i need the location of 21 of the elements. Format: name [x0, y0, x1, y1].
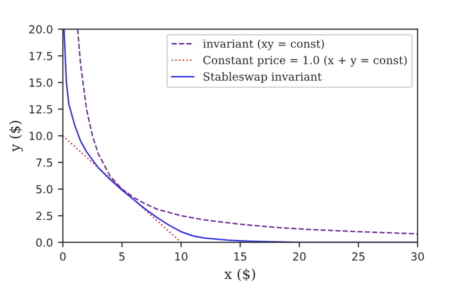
x-tick-label: 20: [293, 252, 306, 261]
x-tick-label: 30: [411, 252, 424, 261]
y-tick-label: 12.5: [30, 105, 52, 114]
y-tick-label: 10.0: [30, 132, 52, 140]
y-tick-label: 20.0: [29, 25, 52, 34]
x-tick-label: 15: [234, 252, 246, 261]
y-axis-title: y ($): [9, 120, 23, 152]
y-tick-label: 7.5: [36, 158, 52, 167]
y-tick-label: 0.0: [36, 238, 52, 247]
x-tick-label: 0: [60, 252, 66, 261]
x-tick-label: 25: [352, 252, 365, 261]
y-tick-label: 2.5: [36, 212, 52, 220]
y-tick-label: 17.5: [30, 52, 52, 60]
y-tick-label: 5.0: [36, 185, 52, 194]
x-tick-label: 10: [175, 252, 188, 261]
y-tick-label: 15.0: [30, 78, 52, 87]
x-axis-title: x ($): [224, 268, 256, 282]
legend-label: invariant (xy = const): [203, 39, 324, 50]
legend-label: Constant price = 1.0 (x + y = const): [203, 56, 407, 67]
x-tick-label: 5: [119, 252, 125, 261]
legend-label: Stableswap invariant: [204, 72, 322, 83]
